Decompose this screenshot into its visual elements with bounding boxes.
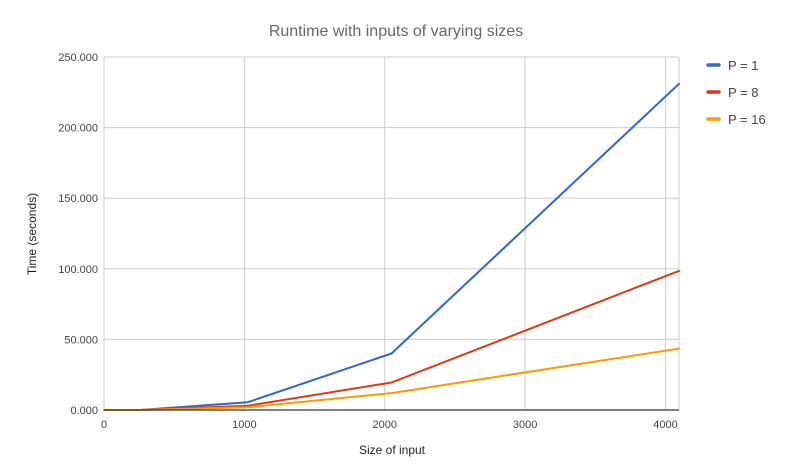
chart-title: Runtime with inputs of varying sizes: [269, 23, 523, 40]
series-line-p-16: [103, 347, 680, 411]
axes: 0.000 50.000 100.000 150.000 200.000 250.000 0…: [58, 52, 679, 431]
y-tick-label: 0.000: [70, 405, 98, 417]
x-tick-label: 3000: [513, 419, 537, 431]
y-tick-label: 100.000: [58, 264, 98, 276]
x-axis-label: Size of input: [359, 443, 426, 457]
y-tick-label: 200.000: [58, 123, 98, 135]
series-line-p-8: [103, 269, 680, 411]
y-axis-label: Time (seconds): [25, 193, 39, 275]
x-tick-label: 0: [101, 419, 107, 431]
x-tick-label: 4000: [653, 419, 677, 431]
x-tick-label: 2000: [373, 419, 397, 431]
y-tick-label: 250.000: [58, 52, 98, 64]
legend-label-p-1: P = 1: [728, 58, 758, 73]
legend: P = 1 P = 8 P = 16: [706, 58, 766, 127]
gridlines: [103, 56, 680, 410]
x-tick-label: 1000: [232, 419, 256, 431]
legend-label-p-8: P = 8: [728, 85, 758, 100]
legend-label-p-16: P = 16: [728, 112, 766, 127]
series-lines: [103, 82, 680, 411]
y-tick-label: 50.000: [64, 334, 98, 346]
y-tick-label: 150.000: [58, 193, 98, 205]
